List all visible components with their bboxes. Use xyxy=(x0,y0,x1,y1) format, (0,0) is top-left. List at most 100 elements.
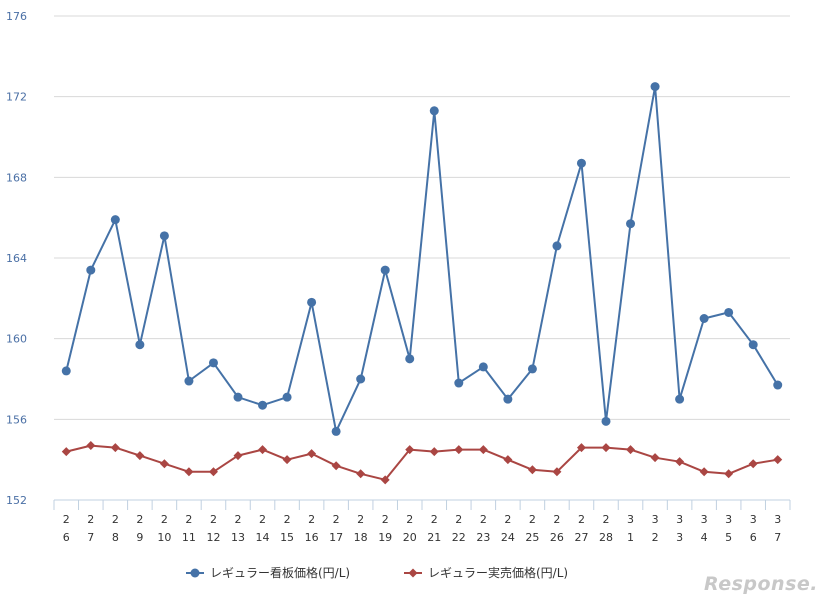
data-point[interactable] xyxy=(650,453,660,463)
x-tick-day: 24 xyxy=(501,531,515,544)
data-point[interactable] xyxy=(724,469,734,479)
data-point[interactable] xyxy=(601,443,611,453)
x-tick-day: 25 xyxy=(525,531,539,544)
data-point[interactable] xyxy=(626,219,636,229)
data-point[interactable] xyxy=(405,445,415,455)
data-point[interactable] xyxy=(61,447,71,457)
x-tick-month: 2 xyxy=(235,513,242,526)
grid-lines xyxy=(54,15,790,420)
data-point[interactable] xyxy=(356,469,366,479)
data-point[interactable] xyxy=(503,394,513,404)
x-tick-month: 2 xyxy=(185,513,192,526)
data-point[interactable] xyxy=(356,374,366,384)
data-point[interactable] xyxy=(110,443,120,453)
x-tick-day: 28 xyxy=(599,531,613,544)
x-tick-day: 23 xyxy=(476,531,490,544)
data-point[interactable] xyxy=(233,392,243,402)
data-point[interactable] xyxy=(307,449,317,459)
data-point[interactable] xyxy=(208,467,218,477)
data-point[interactable] xyxy=(699,314,709,323)
y-tick-label: 152 xyxy=(6,494,27,507)
x-tick-month: 3 xyxy=(725,513,732,526)
data-point[interactable] xyxy=(331,426,341,436)
data-point[interactable] xyxy=(184,467,194,477)
data-point[interactable] xyxy=(258,445,268,455)
data-point[interactable] xyxy=(454,445,464,455)
data-point[interactable] xyxy=(405,354,415,364)
data-point[interactable] xyxy=(699,467,709,477)
x-tick-month: 2 xyxy=(136,513,143,526)
data-point[interactable] xyxy=(86,441,96,451)
data-point[interactable] xyxy=(724,307,734,317)
data-point[interactable] xyxy=(527,364,537,374)
data-point[interactable] xyxy=(675,457,685,467)
x-tick-day: 14 xyxy=(256,531,270,544)
series-2 xyxy=(61,441,783,485)
x-tick-month: 3 xyxy=(750,513,757,526)
data-point[interactable] xyxy=(429,106,439,116)
data-point[interactable] xyxy=(61,366,71,376)
data-point[interactable] xyxy=(135,340,145,350)
x-tick-month: 2 xyxy=(210,513,217,526)
x-tick-day: 16 xyxy=(305,531,319,544)
x-tick-day: 18 xyxy=(354,531,368,544)
data-point[interactable] xyxy=(184,376,194,386)
data-point[interactable] xyxy=(282,392,292,402)
data-point[interactable] xyxy=(429,447,439,457)
data-point[interactable] xyxy=(307,297,317,307)
x-tick-month: 2 xyxy=(161,513,168,526)
x-tick-month: 2 xyxy=(357,513,364,526)
data-point[interactable] xyxy=(110,215,120,225)
data-point[interactable] xyxy=(454,378,464,388)
data-point[interactable] xyxy=(552,241,562,251)
legend-label: レギュラー看板価格(円/L) xyxy=(210,565,350,580)
data-point[interactable] xyxy=(626,445,636,455)
data-point[interactable] xyxy=(159,459,169,469)
data-point[interactable] xyxy=(233,451,243,461)
x-tick-day: 12 xyxy=(206,531,220,544)
data-point[interactable] xyxy=(380,265,390,275)
data-point[interactable] xyxy=(86,265,96,275)
data-point[interactable] xyxy=(773,380,783,390)
x-tick-month: 2 xyxy=(553,513,560,526)
data-point[interactable] xyxy=(576,443,586,453)
x-tick-day: 27 xyxy=(574,531,588,544)
data-point[interactable] xyxy=(135,451,145,461)
data-point[interactable] xyxy=(208,358,218,368)
x-tick-month: 2 xyxy=(603,513,610,526)
x-tick-day: 19 xyxy=(378,531,392,544)
legend-item-1[interactable]: レギュラー看板価格(円/L) xyxy=(186,565,350,580)
series-line xyxy=(66,444,778,481)
data-point[interactable] xyxy=(601,416,611,426)
data-point[interactable] xyxy=(258,400,268,410)
x-tick-day: 15 xyxy=(280,531,294,544)
y-tick-label: 156 xyxy=(6,413,27,426)
data-point[interactable] xyxy=(282,455,292,465)
data-point[interactable] xyxy=(478,445,488,455)
x-tick-month: 2 xyxy=(529,513,536,526)
data-point[interactable] xyxy=(773,455,783,465)
legend-item-2[interactable]: レギュラー実売価格(円/L) xyxy=(404,565,568,580)
data-point[interactable] xyxy=(331,461,341,471)
x-tick-month: 2 xyxy=(87,513,94,526)
data-point[interactable] xyxy=(159,231,169,241)
data-point[interactable] xyxy=(576,158,586,168)
x-tick-month: 3 xyxy=(701,513,708,526)
data-point[interactable] xyxy=(748,459,758,469)
data-point[interactable] xyxy=(527,465,537,475)
y-tick-label: 164 xyxy=(6,252,27,265)
x-tick-month: 3 xyxy=(774,513,781,526)
x-tick-day: 7 xyxy=(87,531,94,544)
data-point[interactable] xyxy=(650,82,660,92)
data-point[interactable] xyxy=(380,475,390,485)
data-point[interactable] xyxy=(503,455,513,465)
data-point[interactable] xyxy=(748,340,758,350)
data-point[interactable] xyxy=(675,394,685,404)
x-tick-day: 20 xyxy=(403,531,417,544)
data-point[interactable] xyxy=(478,362,488,372)
data-point[interactable] xyxy=(552,467,562,477)
x-tick-day: 11 xyxy=(182,531,196,544)
legend[interactable]: レギュラー看板価格(円/L) レギュラー実売価格(円/L) xyxy=(186,565,568,580)
y-tick-label: 172 xyxy=(6,91,27,104)
x-tick-month: 2 xyxy=(431,513,438,526)
